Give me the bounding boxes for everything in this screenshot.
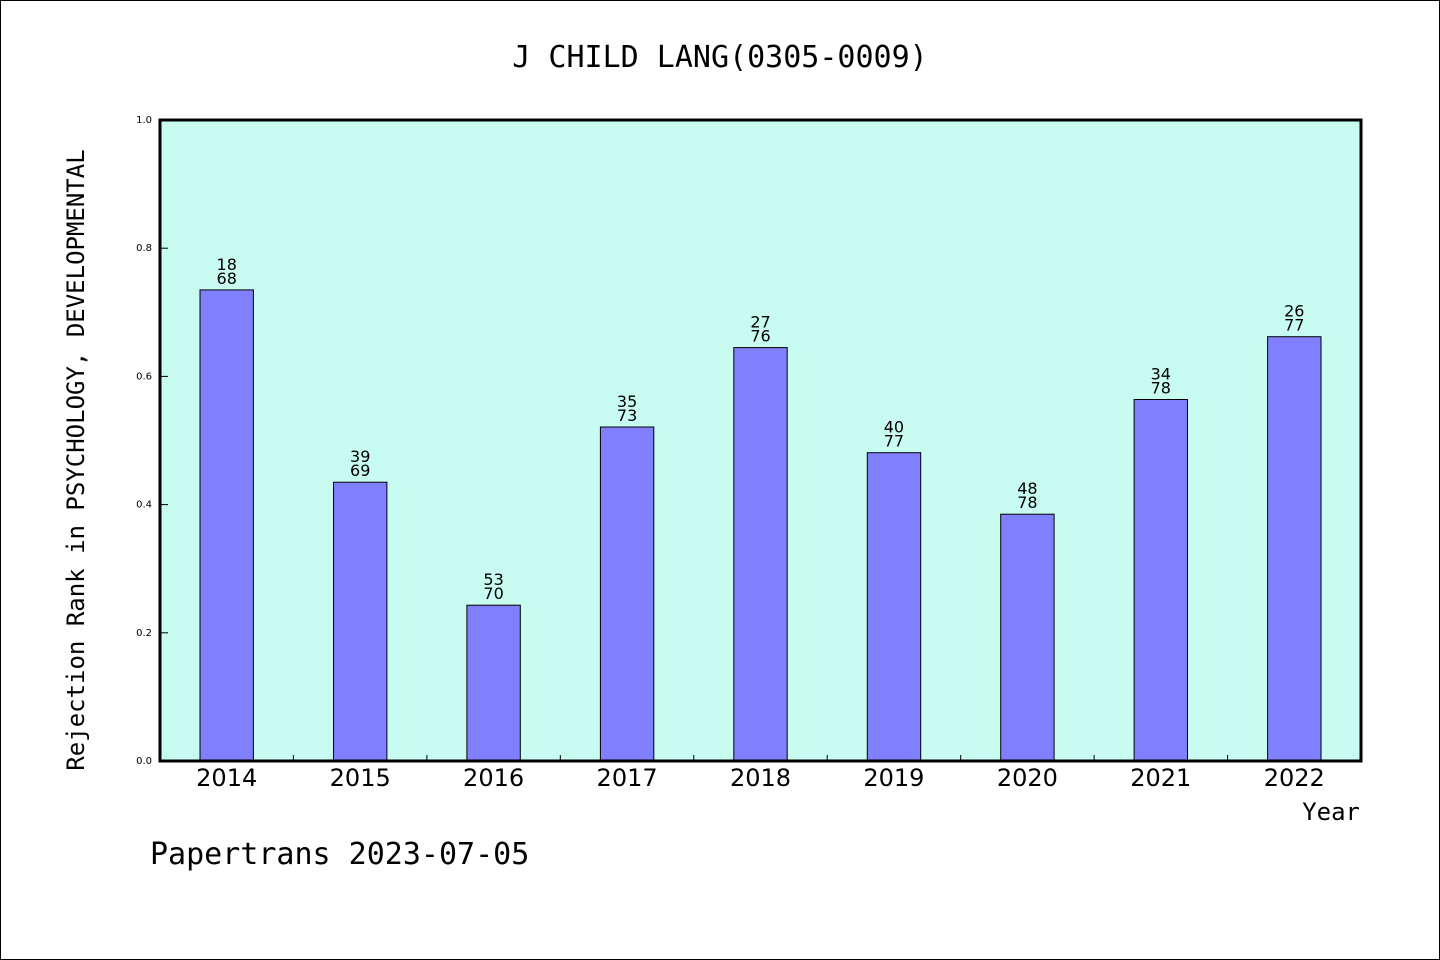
- bar-total-label-2020: 78: [1017, 493, 1037, 512]
- x-axis-ticks: 2014 2015 2016 2017 2018 2019 2020 2021 2022: [196, 755, 1325, 792]
- bar-rank-label-2017: 35: [617, 392, 637, 411]
- bar-rank-label-2018: 27: [750, 313, 770, 332]
- x-tick-label-2019: 2019: [863, 764, 924, 792]
- bar-2016: [466, 604, 521, 762]
- bar-total-label-2017: 73: [617, 406, 637, 425]
- bar-rank-label-2019: 40: [884, 418, 904, 437]
- bar-rank-label-2022: 26: [1284, 302, 1304, 321]
- bar-rank-label-2020: 48: [1017, 479, 1037, 498]
- x-tick-label-2017: 2017: [597, 764, 658, 792]
- bar-total-label-2022: 77: [1284, 316, 1304, 335]
- bar-2014: [199, 289, 254, 762]
- x-tick-label-2014: 2014: [196, 764, 257, 792]
- bar-total-label-2021: 78: [1151, 379, 1171, 398]
- bar-2020: [1000, 513, 1055, 762]
- x-tick-label-2016: 2016: [463, 764, 524, 792]
- bar-2019: [866, 452, 922, 762]
- chart-title: J CHILD LANG(0305-0009): [512, 40, 927, 75]
- y-tick-label-1.0: 1.0: [136, 115, 152, 126]
- y-tick-label-0.2: 0.2: [136, 628, 152, 639]
- bar-rank-label-2021: 34: [1151, 365, 1171, 384]
- bar-2022: [1267, 336, 1322, 762]
- x-axis-label: Year: [1302, 798, 1360, 826]
- bar-2017: [599, 426, 655, 762]
- plot-border: [158, 118, 1363, 763]
- bar-total-label-2018: 76: [750, 327, 770, 346]
- y-tick-label-0.6: 0.6: [136, 371, 152, 382]
- bar-2018: [733, 347, 788, 762]
- y-tick-label-0.8: 0.8: [136, 243, 152, 254]
- bar-total-label-2014: 68: [217, 269, 237, 288]
- bar-rank-label-2015: 39: [350, 447, 370, 466]
- bar-rank-label-2014: 18: [217, 255, 237, 274]
- bar-total-label-2016: 70: [483, 584, 503, 603]
- x-tick-label-2018: 2018: [730, 764, 791, 792]
- footer-watermark: Papertrans 2023-07-05: [150, 837, 529, 872]
- bar-2015: [333, 481, 388, 762]
- y-tick-label-0.4: 0.4: [136, 500, 152, 511]
- bar-total-label-2019: 77: [884, 432, 904, 451]
- bar-2021: [1133, 399, 1188, 762]
- x-tick-label-2022: 2022: [1264, 764, 1325, 792]
- x-tick-label-2020: 2020: [997, 764, 1058, 792]
- bar-rank-label-2016: 53: [483, 570, 503, 589]
- bar-total-label-2015: 69: [350, 461, 370, 480]
- y-axis-label: Rejection Rank in PSYCHOLOGY, DEVELOPMEN…: [62, 149, 90, 770]
- x-tick-label-2015: 2015: [330, 764, 391, 792]
- x-tick-label-2021: 2021: [1130, 764, 1191, 792]
- y-tick-label-0.0: 0.0: [136, 756, 152, 767]
- bars-group: [199, 289, 1322, 762]
